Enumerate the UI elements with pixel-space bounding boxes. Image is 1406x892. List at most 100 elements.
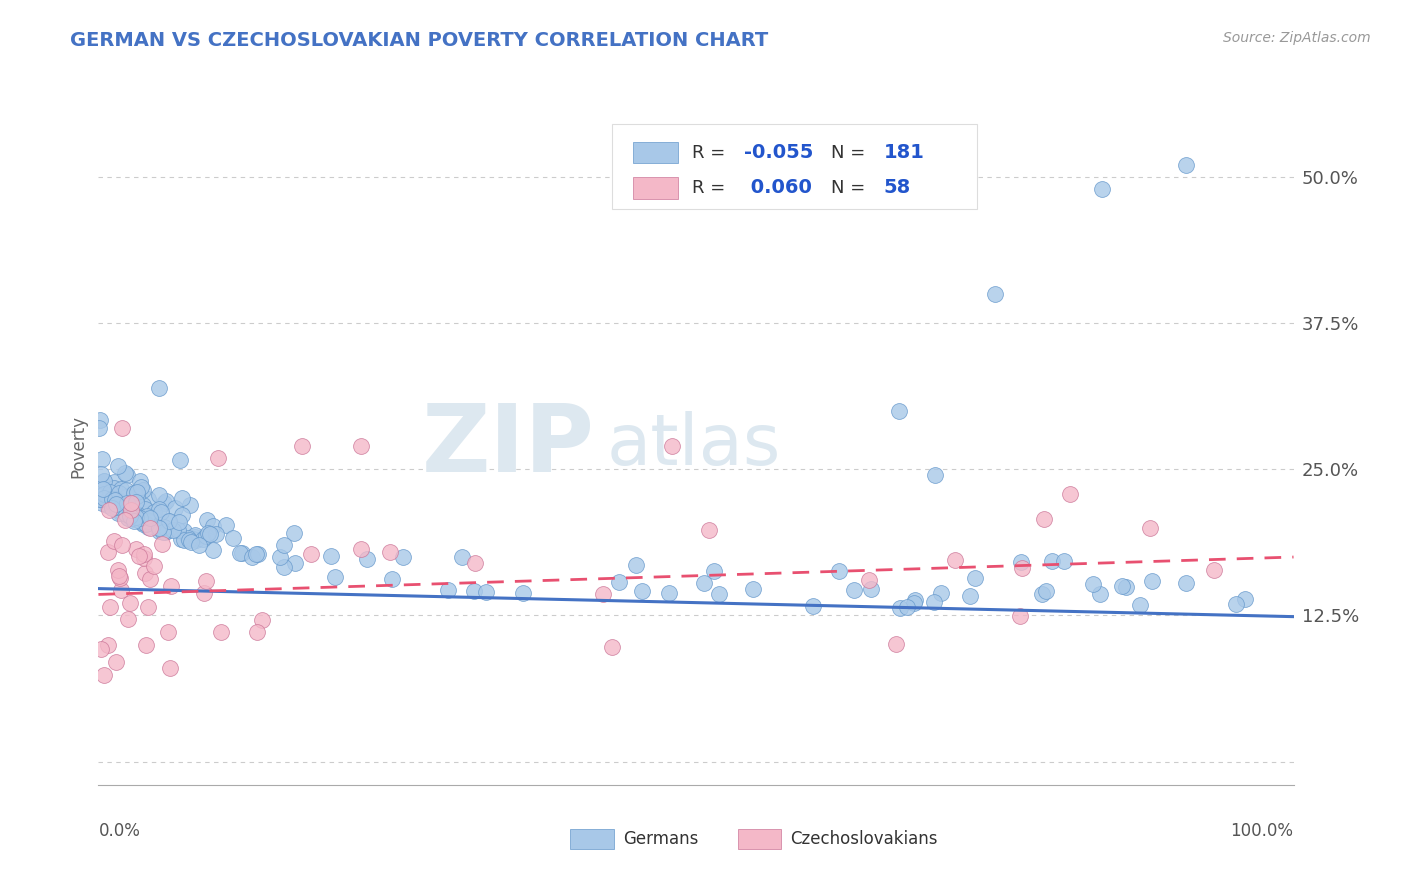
Point (165, 500, 187, 515)
Point (105, 655, 128, 669)
Point (177, 533, 200, 548)
Point (929, 586, 952, 600)
Point (246, 625, 269, 640)
Point (184, 528, 207, 542)
Point (193, 586, 215, 600)
Point (742, 582, 765, 596)
Point (1091, 182, 1114, 196)
Point (97, 545, 120, 559)
Point (179, 498, 201, 512)
Point (118, 504, 141, 518)
Point (98, 600, 121, 615)
Point (903, 596, 925, 610)
Point (89, 482, 111, 496)
Point (118, 499, 141, 513)
Point (115, 490, 138, 504)
Point (195, 529, 218, 543)
Point (184, 531, 207, 545)
Point (139, 511, 162, 525)
Point (104, 492, 127, 507)
Point (93, 482, 115, 496)
Point (89, 492, 111, 507)
Point (136, 519, 159, 533)
Point (924, 468, 946, 483)
Point (148, 381, 170, 395)
Point (148, 488, 170, 502)
Text: N =: N = (831, 144, 870, 161)
Text: R =: R = (692, 144, 731, 161)
Point (842, 582, 865, 597)
Point (122, 512, 145, 526)
Point (181, 533, 204, 547)
Point (105, 497, 128, 511)
Point (380, 545, 402, 559)
Text: 0.0%: 0.0% (98, 822, 141, 840)
Point (884, 637, 907, 651)
Point (273, 538, 295, 552)
Point (170, 491, 193, 505)
Point (858, 574, 880, 588)
Text: Source: ZipAtlas.com: Source: ZipAtlas.com (1223, 31, 1371, 45)
Point (101, 501, 124, 516)
Point (93, 668, 115, 682)
Point (859, 582, 882, 597)
Point (115, 496, 138, 510)
Point (186, 533, 208, 548)
Point (269, 550, 291, 565)
Point (128, 549, 150, 563)
Point (1052, 554, 1074, 568)
Point (984, 287, 1007, 301)
Point (136, 509, 159, 524)
Text: atlas: atlas (606, 411, 780, 481)
Point (122, 485, 145, 500)
Point (463, 584, 485, 599)
Point (134, 501, 156, 516)
Point (201, 543, 224, 558)
Point (1140, 574, 1163, 589)
Point (120, 503, 142, 517)
Point (195, 513, 218, 527)
Point (1059, 486, 1081, 500)
Point (231, 546, 253, 560)
Point (381, 572, 404, 586)
Point (134, 566, 156, 581)
Point (828, 564, 851, 578)
Point (291, 439, 314, 453)
Point (138, 511, 160, 525)
Point (157, 514, 180, 528)
Point (169, 452, 191, 467)
Point (166, 523, 188, 537)
Point (97, 638, 120, 652)
Point (101, 491, 124, 506)
Point (592, 587, 614, 601)
Point (129, 515, 152, 529)
Text: R =: R = (692, 178, 731, 197)
Point (131, 517, 153, 532)
Point (152, 496, 174, 510)
Point (191, 532, 214, 546)
Point (922, 595, 945, 609)
Point (209, 624, 232, 639)
Point (142, 505, 165, 519)
Point (111, 538, 134, 552)
Point (194, 574, 217, 588)
Point (148, 501, 170, 516)
Point (965, 571, 987, 585)
Point (107, 458, 129, 473)
Point (350, 439, 373, 453)
Point (114, 489, 136, 503)
Point (707, 587, 730, 601)
Point (904, 592, 927, 607)
Point (129, 475, 152, 489)
Point (131, 480, 153, 494)
Point (114, 513, 136, 527)
Bar (633, 142, 678, 163)
Point (101, 496, 124, 510)
Point (155, 525, 177, 540)
Point (198, 526, 221, 541)
Point (121, 511, 143, 525)
Point (110, 583, 132, 598)
Point (607, 575, 630, 590)
Point (115, 507, 138, 521)
Point (1139, 521, 1161, 535)
